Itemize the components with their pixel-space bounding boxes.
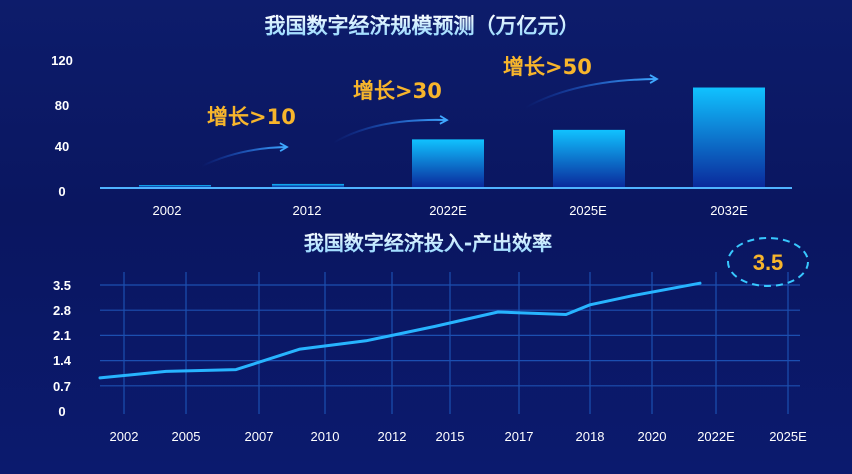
bar — [412, 139, 484, 187]
line-x-tick: 2018 — [576, 429, 605, 444]
callout-value: 3.5 — [753, 250, 784, 275]
bar — [139, 185, 211, 187]
bar-y-tick: 80 — [55, 98, 69, 113]
growth-arrow — [524, 74, 659, 109]
line-y-tick: 2.1 — [53, 328, 71, 343]
bar-x-tick: 2012 — [293, 203, 322, 218]
line-y-tick: 1.4 — [53, 353, 72, 368]
bar-x-tick: 2032E — [710, 203, 748, 218]
line-x-tick: 2020 — [638, 429, 667, 444]
line-chart-grid — [100, 272, 800, 414]
callout-ring — [727, 237, 809, 287]
line-x-tick: 2015 — [436, 429, 465, 444]
line-x-tick: 2022E — [697, 429, 735, 444]
line-x-tick: 2005 — [172, 429, 201, 444]
efficiency-line — [98, 281, 702, 380]
bar-x-tick: 2025E — [569, 203, 607, 218]
bar-series — [139, 87, 765, 187]
line-y-tick: 3.5 — [53, 278, 71, 293]
bar-chart-title: 我国数字经济规模预测（万亿元） — [265, 14, 580, 38]
line-y-tick: 0 — [58, 404, 65, 419]
line-x-tick: 2017 — [505, 429, 534, 444]
bar-y-axis: 120 80 40 0 — [51, 53, 73, 199]
bar-y-tick: 40 — [55, 139, 69, 154]
bar — [693, 87, 765, 187]
bar-x-tick: 2002 — [153, 203, 182, 218]
bar-x-tick: 2022E — [429, 203, 467, 218]
line-x-tick: 2025E — [769, 429, 807, 444]
line-y-axis: 3.5 2.8 2.1 1.4 0.7 0 — [53, 278, 72, 419]
bar-x-axis: 2002 2012 2022E 2025E 2032E — [153, 203, 749, 218]
line-y-tick: 0.7 — [53, 379, 71, 394]
growth-label: 增长>10 — [207, 105, 296, 129]
growth-label: 增长>30 — [353, 79, 442, 103]
bar-y-tick: 120 — [51, 53, 73, 68]
growth-arrow — [332, 115, 449, 144]
growth-arrow — [201, 142, 289, 167]
line-x-tick: 2007 — [245, 429, 274, 444]
line-x-tick: 2010 — [311, 429, 340, 444]
line-x-tick: 2002 — [110, 429, 139, 444]
line-y-tick: 2.8 — [53, 303, 71, 318]
bar — [553, 129, 625, 187]
bar — [272, 183, 344, 187]
line-x-axis: 2002 2005 2007 2010 2012 2015 2017 2018 2020 2022… — [110, 429, 808, 444]
line-chart-title: 我国数字经济投入-产出效率 — [304, 231, 552, 255]
line-x-tick: 2012 — [378, 429, 407, 444]
bar-y-tick: 0 — [58, 184, 65, 199]
growth-label: 增长>50 — [503, 55, 592, 79]
